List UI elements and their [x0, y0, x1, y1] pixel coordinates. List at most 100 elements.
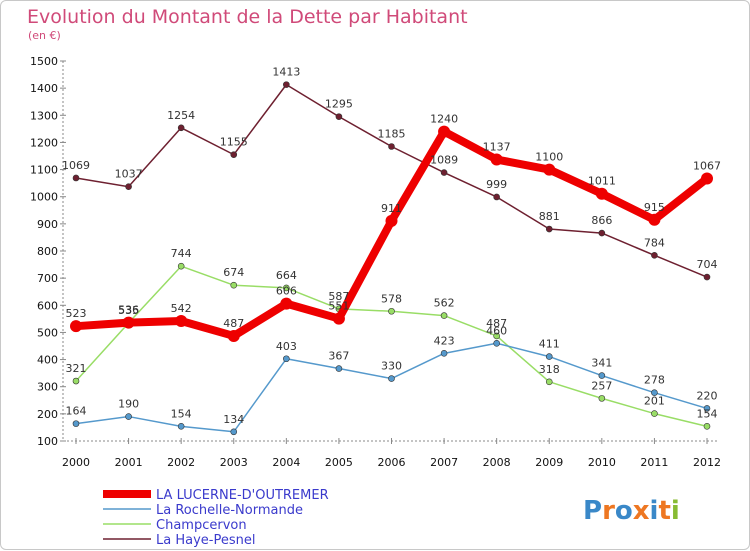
- data-label-la-lucerne-d-outremer: 915: [644, 201, 665, 214]
- y-tick-label: 1100: [30, 164, 58, 177]
- series-line-champcervon: [75, 265, 708, 428]
- proxiti-logo: Proxiti: [583, 496, 680, 526]
- data-label-champcervon: 487: [486, 317, 507, 330]
- data-label-la-haye-pesnel: 1254: [167, 109, 195, 122]
- data-point-la-haye-pesnel: [177, 124, 185, 132]
- data-label-la-lucerne-d-outremer: 542: [171, 302, 192, 315]
- data-point-la-rochelle-normande: [72, 420, 80, 427]
- data-label-la-haye-pesnel: 999: [486, 178, 507, 191]
- data-label-la-rochelle-normande: 411: [539, 338, 560, 351]
- data-label-la-rochelle-normande: 460: [486, 324, 507, 337]
- data-point-la-lucerne-d-outremer: [490, 153, 503, 166]
- data-label-la-rochelle-normande: 134: [223, 413, 244, 426]
- data-point-la-lucerne-d-outremer: [595, 187, 608, 200]
- data-label-la-lucerne-d-outremer: 1067: [693, 160, 721, 173]
- data-point-la-lucerne-d-outremer: [175, 315, 188, 328]
- chart-title: Evolution du Montant de la Dette par Hab…: [27, 6, 468, 28]
- data-point-la-haye-pesnel: [230, 151, 238, 158]
- data-label-la-lucerne-d-outremer: 911: [381, 202, 402, 215]
- legend-label: LA LUCERNE-D'OUTREMER: [156, 488, 329, 503]
- data-label-la-lucerne-d-outremer: 1100: [535, 151, 563, 164]
- x-tick-label: 2010: [588, 456, 616, 469]
- data-point-champcervon: [72, 377, 80, 385]
- data-point-champcervon: [388, 307, 395, 315]
- data-point-la-haye-pesnel: [651, 252, 658, 259]
- y-tick-label: 1000: [30, 191, 58, 204]
- data-point-la-lucerne-d-outremer: [438, 125, 451, 138]
- data-point-la-rochelle-normande: [388, 375, 395, 382]
- data-label-la-rochelle-normande: 403: [276, 340, 297, 353]
- y-tick-label: 600: [37, 299, 58, 312]
- data-label-champcervon: 664: [276, 269, 297, 282]
- data-label-la-haye-pesnel: 1185: [378, 128, 406, 141]
- y-tick-label: 300: [37, 381, 58, 394]
- data-point-la-haye-pesnel: [283, 81, 290, 88]
- data-label-la-haye-pesnel: 784: [644, 236, 665, 249]
- data-point-la-haye-pesnel: [125, 183, 132, 190]
- data-label-la-rochelle-normande: 190: [118, 398, 139, 411]
- data-label-la-lucerne-d-outremer: 487: [223, 317, 244, 330]
- data-label-champcervon: 535: [118, 304, 139, 317]
- data-label-la-haye-pesnel: 1089: [430, 154, 458, 167]
- x-tick-label: 2011: [640, 456, 668, 469]
- data-label-la-rochelle-normande: 341: [591, 357, 612, 370]
- x-tick-label: 2007: [430, 456, 458, 469]
- y-tick-label: 400: [37, 354, 58, 367]
- data-point-la-lucerne-d-outremer: [70, 320, 82, 333]
- y-tick-label: 700: [37, 272, 58, 285]
- data-point-champcervon: [545, 378, 553, 386]
- data-point-champcervon: [703, 423, 711, 430]
- data-label-la-haye-pesnel: 866: [591, 214, 612, 227]
- data-label-la-lucerne-d-outremer: 1137: [483, 141, 511, 154]
- x-tick-label: 2005: [325, 456, 353, 469]
- x-tick-label: 2002: [167, 456, 195, 469]
- y-tick-label: 900: [37, 218, 58, 231]
- x-tick-label: 2006: [378, 456, 406, 469]
- data-point-la-haye-pesnel: [703, 273, 711, 281]
- data-label-la-haye-pesnel: 1155: [220, 136, 248, 149]
- data-label-la-rochelle-normande: 278: [644, 374, 665, 387]
- data-point-la-rochelle-normande: [703, 405, 711, 412]
- data-point-la-haye-pesnel: [72, 174, 80, 182]
- x-tick-label: 2012: [693, 456, 721, 469]
- legend-label: La Haye-Pesnel: [156, 533, 255, 548]
- data-point-la-haye-pesnel: [545, 225, 553, 233]
- data-label-la-rochelle-normande: 330: [381, 360, 402, 373]
- data-label-la-haye-pesnel: 1295: [325, 98, 353, 111]
- x-tick-label: 2009: [535, 456, 563, 469]
- data-label-la-haye-pesnel: 1037: [115, 168, 143, 181]
- data-point-la-rochelle-normande: [598, 372, 606, 379]
- data-label-champcervon: 321: [66, 362, 87, 375]
- data-point-la-lucerne-d-outremer: [385, 214, 398, 227]
- data-point-la-rochelle-normande: [125, 413, 132, 420]
- data-point-champcervon: [598, 395, 606, 402]
- data-point-la-lucerne-d-outremer: [701, 172, 713, 185]
- data-point-la-haye-pesnel: [598, 229, 606, 237]
- data-point-la-haye-pesnel: [493, 193, 500, 201]
- data-label-champcervon: 744: [171, 247, 192, 260]
- data-label-la-lucerne-d-outremer: 606: [276, 285, 297, 298]
- data-labels-layer: 1069 1037 1254 1155 1413 1295 1185 1089 999 881 86…: [62, 66, 721, 426]
- data-label-la-rochelle-normande: 423: [434, 334, 455, 347]
- data-point-la-rochelle-normande: [440, 350, 448, 357]
- x-tick-label: 2000: [62, 456, 90, 469]
- data-label-la-rochelle-normande: 220: [697, 389, 718, 402]
- data-point-la-rochelle-normande: [177, 423, 185, 430]
- data-label-champcervon: 587: [328, 290, 349, 303]
- y-tick-label: 1200: [30, 136, 58, 149]
- x-tick-label: 2001: [115, 456, 143, 469]
- data-point-la-haye-pesnel: [335, 113, 343, 120]
- data-point-la-rochelle-normande: [230, 428, 238, 436]
- data-label-la-rochelle-normande: 154: [171, 407, 192, 420]
- data-point-la-lucerne-d-outremer: [280, 297, 293, 310]
- y-tick-label: 500: [37, 326, 58, 339]
- y-axis-ticks: 100 200 300 400 500 600 700 800 900 1000 1100 1200 1…: [30, 55, 66, 448]
- data-label-la-lucerne-d-outremer: 551: [328, 300, 349, 313]
- x-tick-label: 2003: [220, 456, 248, 469]
- data-point-la-haye-pesnel: [388, 143, 395, 150]
- data-point-champcervon: [230, 281, 238, 289]
- data-label-champcervon: 201: [644, 395, 665, 408]
- data-point-la-rochelle-normande: [283, 355, 290, 363]
